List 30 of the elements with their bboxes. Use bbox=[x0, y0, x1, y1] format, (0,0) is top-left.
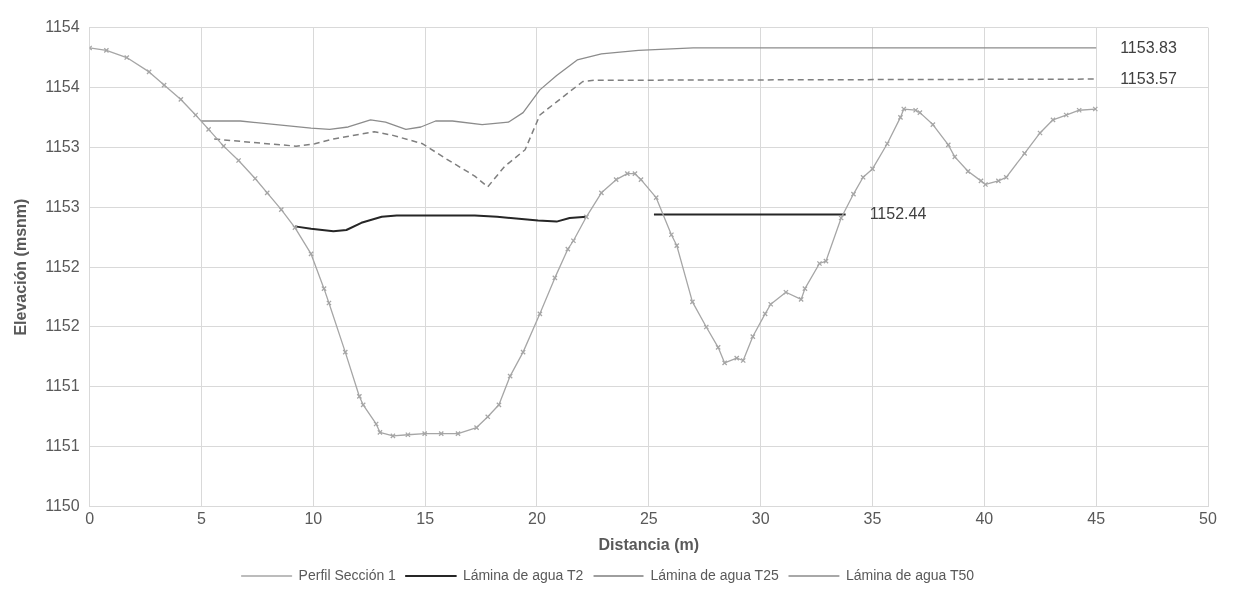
y-tick-label: 1151 bbox=[45, 377, 80, 395]
x-tick-label: 5 bbox=[196, 509, 206, 527]
y-tick-label: 1153 bbox=[45, 137, 80, 155]
x-tick-label: 15 bbox=[416, 509, 435, 527]
x-tick-label: 0 bbox=[85, 509, 95, 527]
y-tick-label: 1152 bbox=[45, 317, 80, 335]
y-tick-label: 1153 bbox=[45, 197, 80, 215]
legend-label: Lámina de agua T50 bbox=[845, 566, 975, 583]
y-tick-label: 1150 bbox=[45, 497, 80, 515]
x-tick-label: 35 bbox=[863, 509, 882, 527]
legend-label: Perfil Sección 1 bbox=[298, 566, 397, 583]
x-axis-title: Distancia (m) bbox=[598, 535, 700, 553]
y-tick-label: 1154 bbox=[45, 18, 80, 36]
x-tick-label: 25 bbox=[639, 509, 658, 527]
line-series bbox=[213, 78, 1097, 188]
legend-label: Lámina de agua T25 bbox=[650, 566, 779, 583]
x-tick-label: 45 bbox=[1087, 509, 1106, 527]
y-tick-label: 1154 bbox=[45, 77, 80, 95]
x-tick-label: 10 bbox=[304, 509, 323, 527]
data-label: 1153.83 bbox=[1120, 38, 1177, 57]
y-axis-title: Elevación (msnm) bbox=[12, 198, 30, 336]
x-tick-label: 30 bbox=[751, 509, 770, 527]
x-tick-label: 20 bbox=[528, 509, 546, 527]
legend-label: Lámina de agua T2 bbox=[462, 566, 584, 583]
data-label: 1153.57 bbox=[1120, 70, 1177, 89]
data-label: 1152.44 bbox=[869, 205, 927, 224]
x-tick-label: 40 bbox=[975, 509, 994, 527]
x-tick-label: 50 bbox=[1199, 509, 1217, 527]
y-tick-label: 1152 bbox=[45, 257, 80, 275]
y-tick-label: 1151 bbox=[45, 437, 80, 455]
